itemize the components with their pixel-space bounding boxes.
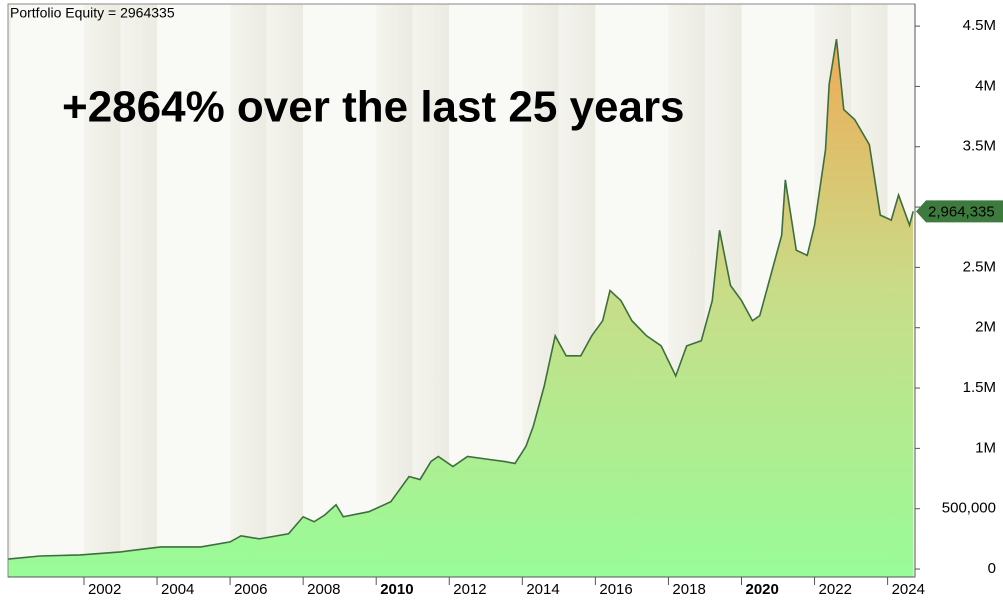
x-tick-label: 2010 xyxy=(380,581,413,598)
year-band xyxy=(157,4,194,577)
x-tick-label: 2002 xyxy=(88,581,121,598)
year-band xyxy=(230,4,267,577)
x-tick-label: 2018 xyxy=(672,581,705,598)
x-axis-panel xyxy=(0,578,915,603)
plot-area xyxy=(8,38,914,577)
area xyxy=(8,39,914,577)
y-tick-label: 4M xyxy=(975,77,996,94)
y-tick-label: 1.5M xyxy=(963,379,996,396)
chart-title: Portfolio Equity = 2964335 xyxy=(10,5,175,21)
x-tick-label: 2012 xyxy=(453,581,486,598)
axis-panel xyxy=(916,0,1003,603)
x-tick-label: 2022 xyxy=(819,581,852,598)
year-band xyxy=(120,4,158,577)
year-band xyxy=(193,4,231,577)
x-tick-label: 2004 xyxy=(161,581,194,598)
y-tick-label: 0 xyxy=(988,560,996,577)
year-band xyxy=(8,4,11,577)
year-band xyxy=(10,4,48,577)
x-tick-label: 2008 xyxy=(307,581,340,598)
x-tick-label: 2024 xyxy=(892,581,925,598)
year-band xyxy=(339,4,377,577)
y-tick-label: 3.5M xyxy=(963,138,996,155)
year-band xyxy=(303,4,340,577)
last-value-marker xyxy=(916,200,1003,223)
annotation: +2864% over the last 25 years xyxy=(62,83,685,132)
y-tick-label: 1M xyxy=(975,439,996,456)
y-tick-label: 2M xyxy=(975,319,996,336)
x-tick-label: 2016 xyxy=(599,581,632,598)
x-tick-label: 2014 xyxy=(526,581,559,598)
x-tick-label: 2006 xyxy=(234,581,267,598)
year-band xyxy=(47,4,84,577)
year-band xyxy=(266,4,304,577)
y-tick-label: 500,000 xyxy=(942,500,996,517)
year-band xyxy=(83,4,121,577)
y-tick-label: 4.5M xyxy=(963,17,996,34)
y-tick-label: 2.5M xyxy=(963,258,996,275)
x-tick-label: 2020 xyxy=(745,581,778,598)
line xyxy=(8,38,914,560)
last-value-label: 2,964,335 xyxy=(928,203,995,220)
